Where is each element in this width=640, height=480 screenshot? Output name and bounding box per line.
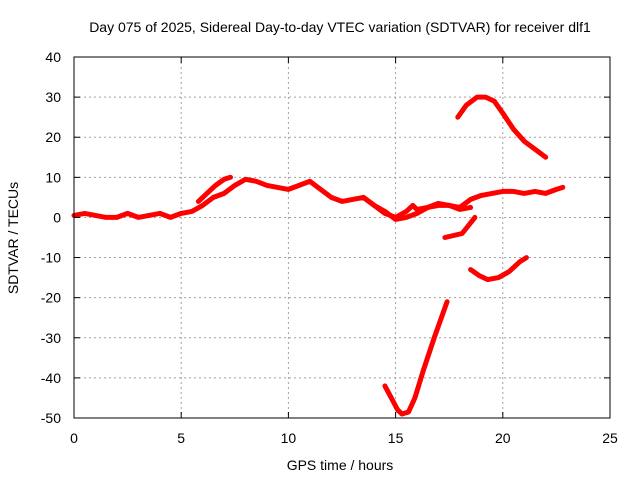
y-tick-label: 30 bbox=[45, 89, 61, 105]
series-line-neg-small bbox=[442, 214, 478, 240]
series-line-neg-mid bbox=[468, 255, 529, 283]
x-tick-label: 20 bbox=[495, 430, 511, 446]
series-line-mid-branch bbox=[360, 194, 474, 220]
y-tick-label: -40 bbox=[41, 370, 61, 386]
y-tick-label: -30 bbox=[41, 330, 61, 346]
series-line-peak bbox=[455, 94, 549, 160]
y-tick-label: 20 bbox=[45, 129, 61, 145]
chart-title: Day 075 of 2025, Sidereal Day-to-day VTE… bbox=[89, 19, 591, 35]
y-tick-label: 40 bbox=[45, 49, 61, 65]
x-tick-label: 25 bbox=[602, 430, 618, 446]
x-tick-label: 10 bbox=[281, 430, 297, 446]
axis-ticks: 0 5 10 15 20 25 -50 -40 -30 -20 -10 0 10 20 30 40 bbox=[41, 49, 618, 446]
y-tick-label: -10 bbox=[41, 250, 61, 266]
series-line-upper-branch bbox=[195, 174, 233, 204]
x-tick-label: 5 bbox=[177, 430, 185, 446]
plot-frame bbox=[73, 56, 611, 419]
series-line-dip bbox=[382, 299, 450, 417]
x-tick-label: 0 bbox=[70, 430, 78, 446]
y-tick-label: -50 bbox=[41, 410, 61, 426]
x-tick-label: 15 bbox=[388, 430, 404, 446]
y-tick-label: -20 bbox=[41, 290, 61, 306]
data-series bbox=[71, 94, 566, 417]
series-line-main bbox=[71, 176, 566, 222]
y-axis-label: SDTVAR / TECUs bbox=[5, 182, 21, 294]
x-axis-label: GPS time / hours bbox=[287, 457, 394, 473]
y-tick-label: 0 bbox=[53, 209, 61, 225]
y-tick-label: 10 bbox=[45, 169, 61, 185]
